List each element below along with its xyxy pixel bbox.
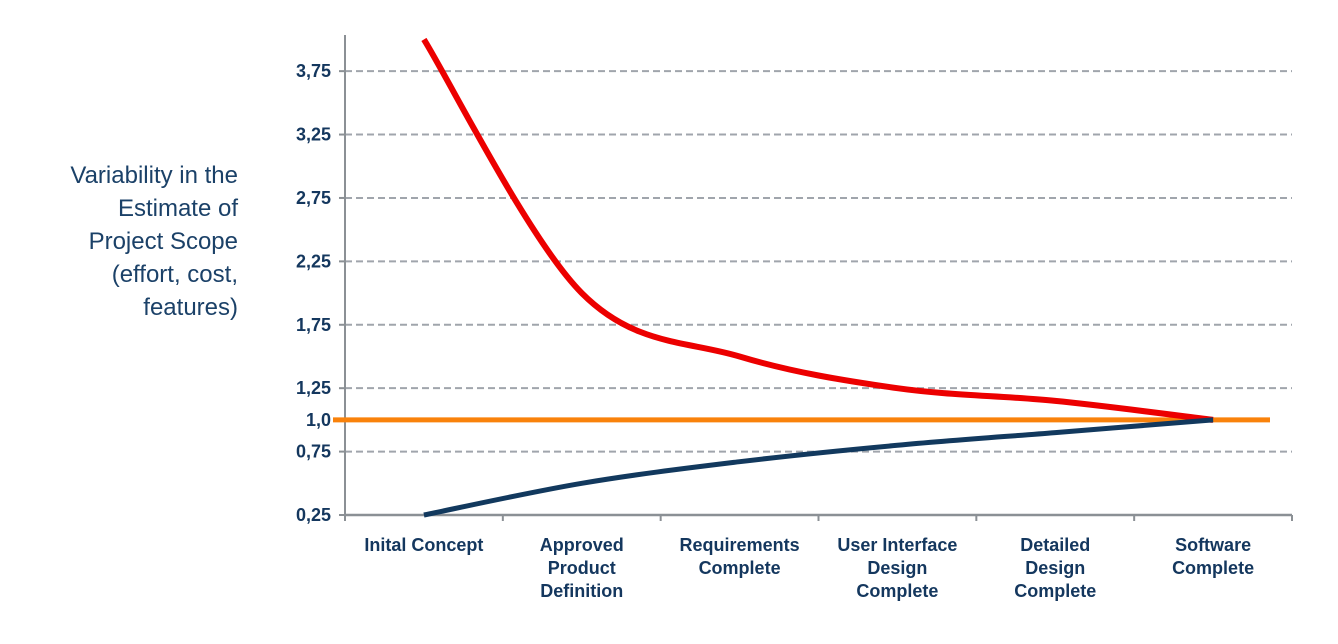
upper-estimate-line-group — [421, 37, 1214, 423]
axes — [339, 35, 1293, 521]
x-category-labels: Inital Concept Approved Product Definition R… — [364, 535, 1254, 601]
y-axis-title-line: (effort, cost, — [111, 261, 238, 288]
y-tick-label: 2,25 — [296, 251, 331, 271]
lower-estimate-line-group — [423, 417, 1214, 518]
x-category-label: Software Complete — [1172, 535, 1254, 578]
x-category-label: Requirements Complete — [680, 535, 800, 578]
y-axis-title-line: Variability in the — [70, 162, 238, 189]
y-tick-labels: 3,75 3,25 2,75 2,25 1,75 1,25 1,0 0,75 0,25 — [296, 61, 331, 525]
y-tick-label: 1,75 — [296, 315, 331, 335]
y-tick-label: 3,75 — [296, 61, 331, 81]
x-category-label: User Interface Design Complete — [837, 535, 957, 601]
lower-estimate-line — [423, 417, 1214, 518]
x-category-label: Approved Product Definition — [540, 535, 624, 601]
y-axis-title-line: Estimate of — [117, 195, 238, 222]
y-tick-label: 3,25 — [296, 125, 331, 145]
y-axis-title: Variability in the Estimate of Project S… — [0, 159, 238, 324]
y-axis-title-line: Project Scope — [88, 228, 238, 255]
upper-estimate-line — [421, 37, 1214, 423]
x-category-label: Inital Concept — [364, 535, 483, 555]
y-tick-label: 0,75 — [296, 442, 331, 462]
y-tick-label: 2,75 — [296, 188, 331, 208]
y-axis-title-line: features) — [143, 294, 238, 321]
y-tick-label: 1,0 — [306, 410, 331, 430]
y-tick-label: 0,25 — [296, 505, 331, 525]
y-gridlines — [345, 70, 1292, 453]
y-tick-label: 1,25 — [296, 378, 331, 398]
x-category-label: Detailed Design Complete — [1014, 535, 1096, 601]
